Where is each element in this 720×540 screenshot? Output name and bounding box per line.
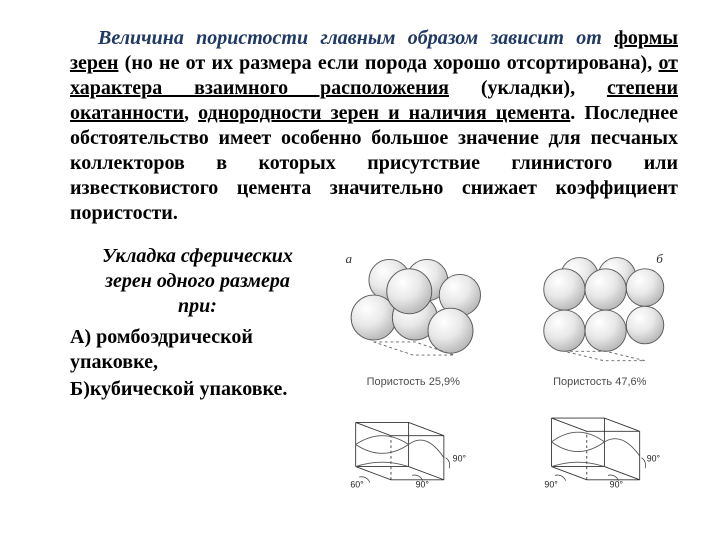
lower-row: Укладка сферических зерен одного размера… xyxy=(70,244,678,493)
label-b: б xyxy=(656,251,663,266)
left-text-block: Укладка сферических зерен одного размера… xyxy=(70,244,325,493)
angle-b-1: 90° xyxy=(609,480,622,490)
left-title-l1: Укладка сферических xyxy=(102,245,293,267)
angle-a-2: 90° xyxy=(453,453,466,463)
figure-a-cell: 60° 90° 90° xyxy=(338,396,488,493)
cell-a-svg: 60° 90° 90° xyxy=(338,396,488,493)
para-u4: однородности зерен и наличия цемента xyxy=(198,102,570,124)
figures-grid: а Пористость 25,9% xyxy=(335,244,678,493)
figure-b-cell: 90° 90° 90° xyxy=(525,396,675,493)
cell-b-svg: 90° 90° 90° xyxy=(525,396,675,493)
left-item-b: Б)кубической упаковке. xyxy=(70,377,325,402)
angle-b-2: 90° xyxy=(646,453,659,463)
spheres-a-svg: а xyxy=(338,250,488,372)
figure-a-spheres: а Пористость 25,9% xyxy=(338,250,488,388)
caption-b: Пористость 47,6% xyxy=(525,376,675,388)
caption-a: Пористость 25,9% xyxy=(338,376,488,388)
slide-root: Величина пористости главным образом зави… xyxy=(0,0,720,540)
angle-a-0: 60° xyxy=(351,480,364,490)
figure-b-spheres: б Пористость 47,6% xyxy=(525,250,675,388)
left-title-l2: зерен одного размера xyxy=(105,270,290,292)
para-t3: , xyxy=(184,102,198,124)
left-title-l3: при: xyxy=(178,295,217,317)
para-t2: (укладки), xyxy=(449,77,607,99)
main-paragraph: Величина пористости главным образом зави… xyxy=(70,26,678,226)
left-item-a: А) ромбоэдрической упаковке, xyxy=(70,325,325,375)
angle-a-1: 90° xyxy=(416,480,429,490)
para-t1: (но не от их размера если порода хорошо … xyxy=(118,52,658,74)
angle-b-0: 90° xyxy=(544,480,557,490)
label-a: а xyxy=(346,251,353,266)
left-title: Укладка сферических зерен одного размера… xyxy=(70,244,325,319)
spheres-b-svg: б xyxy=(525,250,675,372)
para-lead: Величина пористости главным образом зави… xyxy=(98,27,614,49)
